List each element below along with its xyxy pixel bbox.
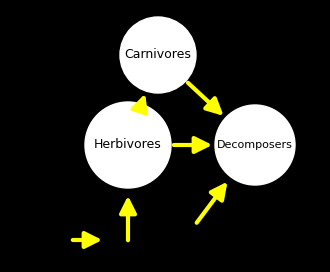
Ellipse shape <box>215 105 295 185</box>
Text: Decomposers: Decomposers <box>217 140 293 150</box>
Ellipse shape <box>120 17 196 93</box>
Ellipse shape <box>85 102 171 188</box>
Text: Herbivores: Herbivores <box>94 138 162 152</box>
Text: Carnivores: Carnivores <box>124 48 191 61</box>
